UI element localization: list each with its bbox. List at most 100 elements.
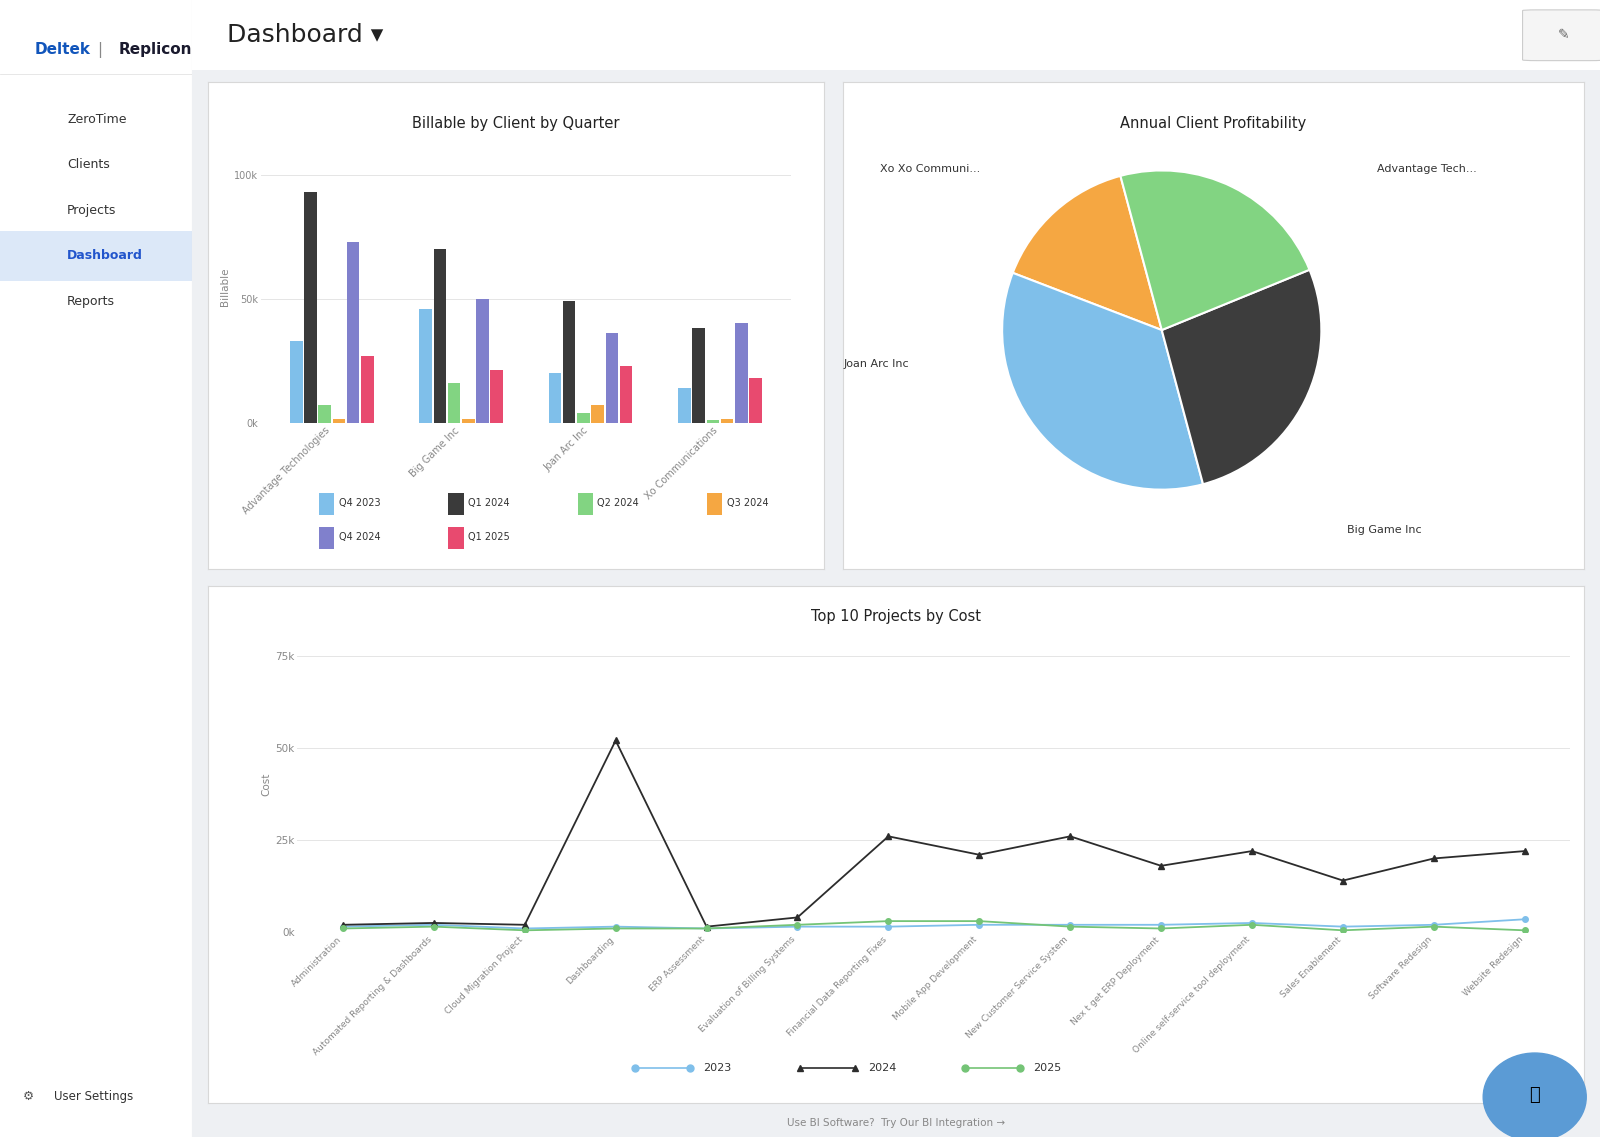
Bar — [734, 323, 747, 423]
2025 — [970, 914, 989, 928]
2023 — [1152, 918, 1171, 931]
Bar — [290, 341, 302, 423]
Circle shape — [1483, 1053, 1586, 1137]
Text: 2025: 2025 — [1034, 1063, 1062, 1072]
Text: ZeroTime: ZeroTime — [67, 113, 126, 126]
2024 — [333, 918, 352, 931]
Text: Billable by Client by Quarter: Billable by Client by Quarter — [413, 116, 619, 131]
Text: Q1 2025: Q1 2025 — [467, 532, 510, 542]
Text: Big Game Inc: Big Game Inc — [1347, 524, 1421, 534]
Bar — [563, 301, 576, 423]
2023 — [970, 918, 989, 931]
Line: 2025: 2025 — [341, 919, 1528, 933]
Text: Deltek: Deltek — [35, 42, 91, 57]
Text: User Settings: User Settings — [54, 1090, 133, 1103]
Text: ✎: ✎ — [1557, 28, 1570, 42]
Text: Replicon: Replicon — [118, 42, 192, 57]
2024 — [1152, 858, 1171, 872]
2025 — [1152, 922, 1171, 936]
2023 — [1061, 918, 1080, 931]
2024 — [787, 911, 806, 924]
Bar — [592, 405, 603, 423]
2024 — [606, 733, 626, 747]
Text: Reports: Reports — [67, 294, 115, 308]
2025 — [515, 923, 534, 937]
Wedge shape — [1162, 269, 1322, 484]
Y-axis label: Cost: Cost — [261, 773, 270, 796]
2023 — [333, 920, 352, 933]
Bar — [578, 413, 590, 423]
FancyBboxPatch shape — [707, 493, 722, 515]
Bar — [362, 356, 374, 423]
Bar — [693, 329, 706, 423]
2023 — [1424, 918, 1443, 931]
2025 — [1333, 923, 1352, 937]
Text: ⚙: ⚙ — [22, 1090, 34, 1103]
Bar — [462, 418, 475, 423]
Text: Advantage Tech...: Advantage Tech... — [1376, 165, 1477, 174]
Bar — [477, 299, 488, 423]
2024 — [878, 830, 898, 844]
Bar — [707, 420, 718, 423]
2024 — [1424, 852, 1443, 865]
Text: Top 10 Projects by Cost: Top 10 Projects by Cost — [811, 608, 981, 624]
2023 — [424, 918, 443, 931]
2025 — [1061, 920, 1080, 933]
Bar — [304, 192, 317, 423]
2023 — [1333, 920, 1352, 933]
Text: Projects: Projects — [67, 204, 117, 217]
FancyBboxPatch shape — [318, 493, 334, 515]
Wedge shape — [1120, 171, 1309, 330]
Wedge shape — [1002, 273, 1203, 490]
FancyBboxPatch shape — [448, 493, 464, 515]
Text: Q4 2024: Q4 2024 — [339, 532, 381, 542]
FancyBboxPatch shape — [1523, 10, 1600, 60]
Bar — [720, 418, 733, 423]
Y-axis label: Billable: Billable — [219, 267, 230, 306]
2023 — [1243, 916, 1262, 930]
2024 — [1515, 845, 1534, 858]
Text: Dashboard: Dashboard — [67, 249, 142, 263]
2025 — [1243, 918, 1262, 931]
2023 — [878, 920, 898, 933]
2023 — [515, 922, 534, 936]
2025 — [698, 922, 717, 936]
2025 — [787, 918, 806, 931]
Bar — [434, 249, 446, 423]
Text: Use BI Software?  Try Our BI Integration →: Use BI Software? Try Our BI Integration … — [787, 1118, 1005, 1128]
FancyBboxPatch shape — [0, 231, 192, 281]
Text: Joan Arc Inc: Joan Arc Inc — [843, 359, 909, 370]
Text: Q2 2024: Q2 2024 — [597, 498, 638, 508]
2023 — [606, 920, 626, 933]
2024 — [698, 920, 717, 933]
2024 — [1061, 830, 1080, 844]
2023 — [1515, 913, 1534, 927]
Text: Q3 2024: Q3 2024 — [726, 498, 768, 508]
2025 — [333, 922, 352, 936]
Line: 2024: 2024 — [341, 738, 1528, 929]
FancyBboxPatch shape — [578, 493, 594, 515]
2025 — [1515, 923, 1534, 937]
2024 — [1333, 873, 1352, 887]
Text: Annual Client Profitability: Annual Client Profitability — [1120, 116, 1307, 131]
Wedge shape — [1013, 176, 1162, 330]
Bar — [448, 383, 461, 423]
Bar — [347, 242, 360, 423]
Text: Xo Xo Communi...: Xo Xo Communi... — [880, 165, 981, 174]
Bar — [491, 371, 502, 423]
Bar — [619, 365, 632, 423]
Bar — [678, 388, 691, 423]
2023 — [698, 922, 717, 936]
Bar — [419, 308, 432, 423]
Text: Dashboard ▾: Dashboard ▾ — [227, 23, 384, 48]
2024 — [970, 848, 989, 862]
Bar — [318, 405, 331, 423]
2025 — [606, 922, 626, 936]
Text: 2023: 2023 — [704, 1063, 731, 1072]
2024 — [1243, 845, 1262, 858]
2024 — [515, 918, 534, 931]
Text: |: | — [98, 42, 102, 58]
Text: 2024: 2024 — [869, 1063, 898, 1072]
2025 — [1424, 920, 1443, 933]
Text: Q4 2023: Q4 2023 — [339, 498, 381, 508]
